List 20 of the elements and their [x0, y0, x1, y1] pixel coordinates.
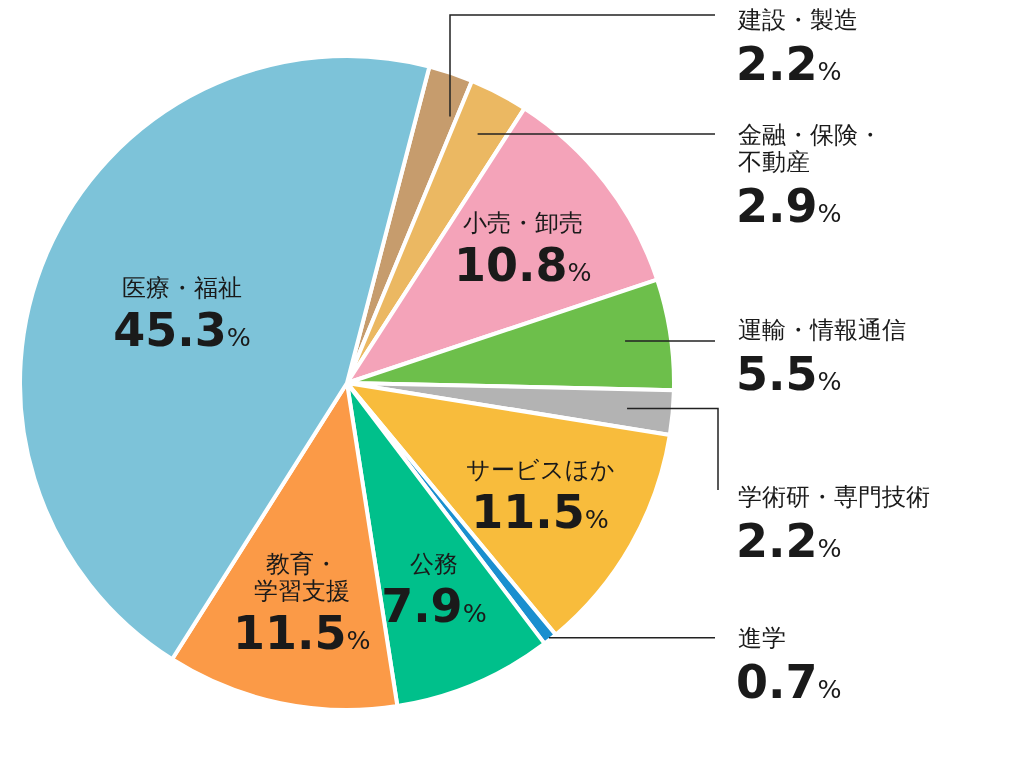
slice-label: 運輸・情報通信 [738, 316, 906, 344]
slice-label: サービスほか [465, 455, 615, 484]
slice-label: 金融・保険・不動産 [738, 121, 882, 176]
data-label: 5.5% [736, 347, 842, 401]
slice-label: 建設・製造 [737, 6, 858, 34]
data-label: 10.8% [453, 238, 592, 293]
data-label: 2.9% [736, 179, 842, 233]
data-label: 45.3% [113, 302, 251, 357]
slice-label: 学術研・専門技術 [738, 483, 930, 511]
slice-label: 進学 [738, 623, 786, 652]
data-label: 2.2% [736, 37, 842, 91]
data-label: 0.7% [736, 654, 842, 709]
slice-label: 教育・学習支援 [253, 549, 350, 605]
slice-label: 公務 [409, 550, 458, 579]
data-label: 11.5% [233, 605, 371, 660]
data-label: 2.2% [736, 514, 842, 568]
slice-label: 医療・福祉 [122, 273, 243, 302]
data-label: 7.9% [381, 579, 487, 634]
data-label: 11.5% [471, 484, 609, 539]
slice-label: 小売・卸売 [462, 209, 583, 238]
